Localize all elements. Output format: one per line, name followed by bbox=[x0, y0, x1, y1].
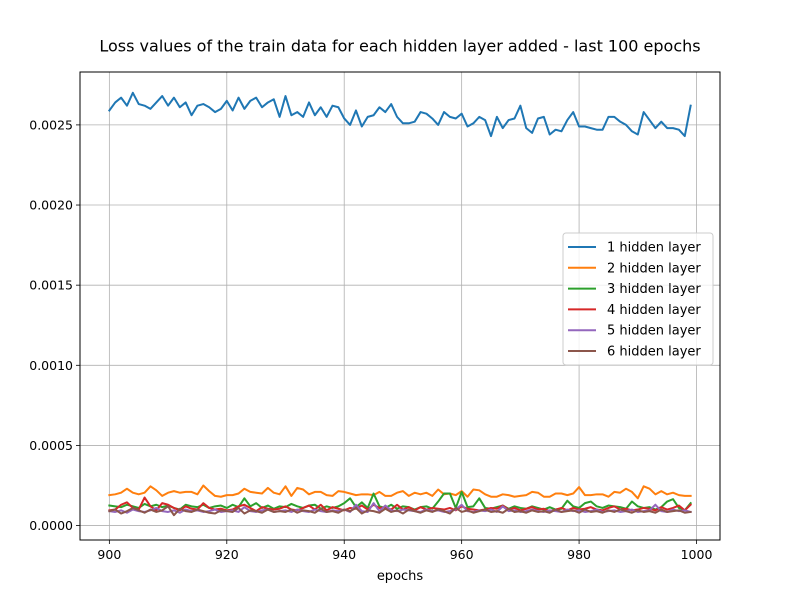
y-tick-label: 0.0015 bbox=[29, 278, 73, 293]
legend-label-2: 2 hidden layer bbox=[607, 261, 701, 276]
x-axis-title: epochs bbox=[377, 569, 424, 584]
legend-label-4: 4 hidden layer bbox=[607, 303, 701, 318]
series-line-6 bbox=[108, 505, 692, 517]
plot-area-frame bbox=[79, 71, 721, 541]
y-tick-label: 0.0010 bbox=[29, 358, 73, 373]
y-tick-label: 0.0025 bbox=[29, 117, 73, 132]
y-tick-label: 0.0000 bbox=[29, 518, 73, 533]
series-line-2 bbox=[108, 484, 692, 500]
series-line-4 bbox=[108, 496, 693, 513]
legend-box bbox=[562, 232, 714, 366]
legend-label-1: 1 hidden layer bbox=[607, 241, 701, 256]
legend-label-3: 3 hidden layer bbox=[607, 282, 701, 297]
x-tick-label: 1000 bbox=[681, 547, 713, 562]
x-tick-label: 980 bbox=[567, 547, 591, 562]
x-tick-label: 900 bbox=[97, 547, 121, 562]
x-tick-label: 960 bbox=[450, 547, 474, 562]
y-axis-ticks: 0.0000 0.0005 0.0010 0.0015 0.0020 0.0025 bbox=[29, 117, 80, 533]
legend-label-5: 5 hidden layer bbox=[607, 324, 701, 339]
legend: 1 hidden layer 2 hidden layer 3 hidden lay… bbox=[562, 232, 714, 366]
x-tick-label: 940 bbox=[332, 547, 356, 562]
series-line-1 bbox=[107, 91, 692, 138]
series-lines bbox=[107, 91, 693, 517]
y-tick-label: 0.0020 bbox=[29, 198, 73, 213]
legend-label-6: 6 hidden layer bbox=[607, 345, 701, 360]
chart-title: Loss values of the train data for each h… bbox=[99, 37, 700, 56]
y-tick-label: 0.0005 bbox=[29, 438, 73, 453]
x-axis-ticks: 900 920 940 960 980 1000 bbox=[97, 540, 712, 562]
x-tick-label: 920 bbox=[215, 547, 239, 562]
